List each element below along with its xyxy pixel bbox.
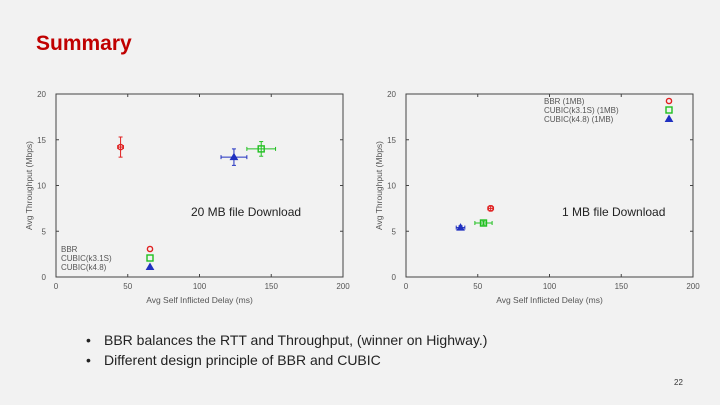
legend-label: BBR (1MB) <box>544 97 585 106</box>
y-tick-label: 10 <box>387 182 396 191</box>
data-point <box>456 223 465 231</box>
bullet-item: • BBR balances the RTT and Throughput, (w… <box>86 332 488 348</box>
x-axis-title: Avg Self Inflicted Delay (ms) <box>146 295 253 305</box>
legend-label: CUBIC(k4.8) (1MB) <box>544 115 614 124</box>
legend-label: CUBIC(k3.1S) (1MB) <box>544 106 619 115</box>
y-tick-label: 15 <box>387 136 396 145</box>
bullet-text: Different design principle of BBR and CU… <box>104 352 381 368</box>
chart-annotation: 20 MB file Download <box>191 205 301 219</box>
x-tick-label: 100 <box>543 282 557 291</box>
y-axis-title: Avg Throughput (Mbps) <box>24 141 34 230</box>
data-point <box>257 145 265 153</box>
y-tick-label: 15 <box>37 136 46 145</box>
x-tick-label: 150 <box>265 282 279 291</box>
y-tick-label: 20 <box>387 90 396 99</box>
x-tick-label: 0 <box>404 282 409 291</box>
data-point <box>229 152 239 161</box>
x-axis-title: Avg Self Inflicted Delay (ms) <box>496 295 603 305</box>
legend-marker <box>664 114 674 122</box>
x-tick-label: 50 <box>473 282 482 291</box>
y-tick-label: 10 <box>37 182 46 191</box>
x-tick-label: 0 <box>54 282 59 291</box>
legend-marker <box>665 106 673 114</box>
y-tick-label: 5 <box>392 227 397 236</box>
bullet-list: • BBR balances the RTT and Throughput, (w… <box>86 330 487 370</box>
data-point <box>479 219 488 227</box>
bullet-item: • Different design principle of BBR and C… <box>86 352 381 368</box>
slide-title: Summary <box>36 32 132 55</box>
x-tick-label: 50 <box>123 282 132 291</box>
x-tick-label: 200 <box>686 282 700 291</box>
y-axis-title: Avg Throughput (Mbps) <box>374 141 384 230</box>
legend-label: BBR <box>61 245 78 254</box>
legend-label: CUBIC(k3.1S) <box>61 254 112 263</box>
legend-label: CUBIC(k4.8) <box>61 263 107 272</box>
legend-marker <box>145 262 155 270</box>
x-tick-label: 100 <box>193 282 207 291</box>
x-tick-label: 150 <box>615 282 629 291</box>
legend-marker <box>665 97 673 105</box>
bullet-text: BBR balances the RTT and Throughput, (wi… <box>104 332 488 348</box>
page-number: 22 <box>674 378 683 387</box>
legend-marker <box>146 245 154 253</box>
legend-marker <box>146 254 154 262</box>
chart-annotation: 1 MB file Download <box>562 205 665 219</box>
y-tick-label: 0 <box>392 273 397 282</box>
x-tick-label: 200 <box>336 282 350 291</box>
y-tick-label: 5 <box>42 227 47 236</box>
y-tick-label: 20 <box>37 90 46 99</box>
y-tick-label: 0 <box>42 273 47 282</box>
data-point <box>487 205 494 212</box>
data-point <box>117 143 124 151</box>
